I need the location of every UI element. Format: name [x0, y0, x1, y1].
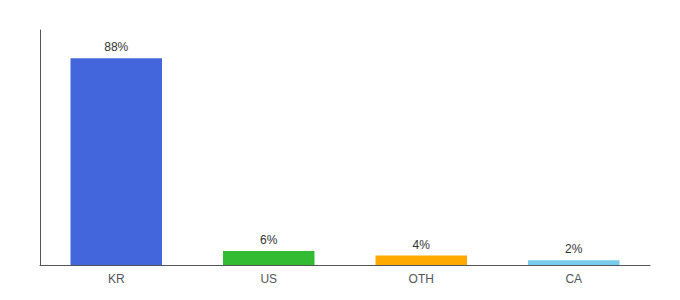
svg-text:OTH: OTH: [409, 272, 434, 286]
svg-text:6%: 6%: [260, 233, 278, 247]
svg-text:4%: 4%: [413, 238, 431, 252]
svg-text:2%: 2%: [565, 242, 583, 256]
svg-text:KR: KR: [108, 272, 125, 286]
svg-text:CA: CA: [565, 272, 582, 286]
svg-text:88%: 88%: [104, 40, 128, 54]
svg-text:US: US: [260, 272, 277, 286]
